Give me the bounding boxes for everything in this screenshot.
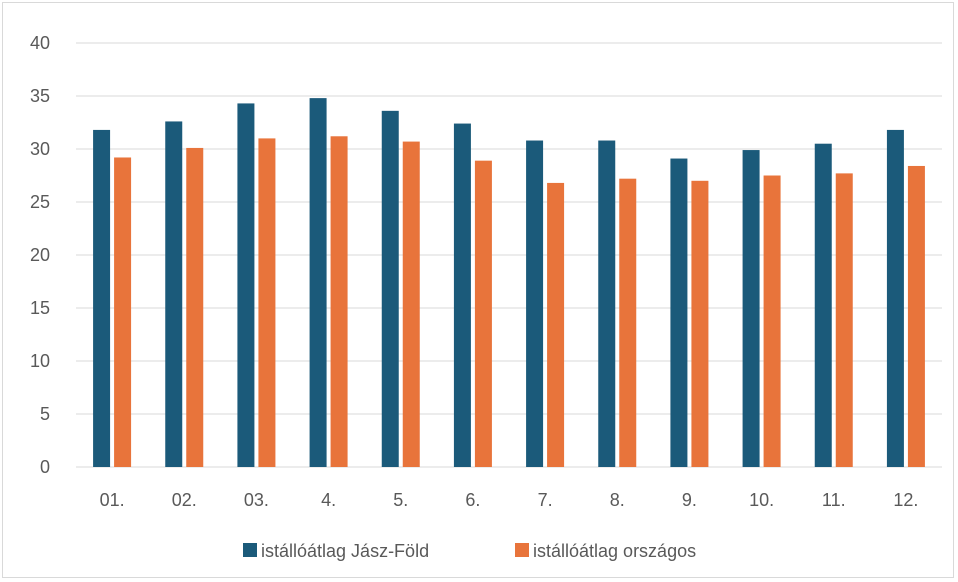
x-tick-label: 10.: [749, 490, 774, 510]
legend-swatch: [515, 543, 529, 557]
bar-orszagos: [258, 138, 276, 467]
legend-label: istállóátlag országos: [533, 541, 696, 561]
legend: istállóátlag Jász-Föld istállóátlag orszá…: [243, 541, 696, 561]
bar-orszagos: [330, 136, 348, 467]
y-tick-label: 10: [30, 351, 50, 371]
y-tick-label: 25: [30, 192, 50, 212]
x-axis-ticks: 01. 02. 03. 4. 5. 6. 7. 8. 9. 10. 11. 12.: [100, 490, 919, 510]
gridlines: [76, 42, 942, 468]
bars: [93, 98, 925, 468]
bar-orszagos: [619, 178, 637, 467]
bar-orszagos: [402, 141, 420, 467]
bar-jasz-fold: [670, 158, 688, 468]
bar-orszagos: [114, 157, 132, 468]
bar-jasz-fold: [742, 150, 760, 467]
x-tick-label: 4.: [321, 490, 336, 510]
bar-orszagos: [763, 175, 781, 467]
x-tick-label: 01.: [100, 490, 125, 510]
x-tick-label: 11.: [822, 490, 846, 510]
x-tick-label: 8.: [610, 490, 625, 510]
y-axis-ticks: 0 5 10 15 20 25 30 35 40: [30, 33, 50, 477]
y-tick-label: 20: [30, 245, 50, 265]
bar-orszagos: [547, 182, 565, 468]
x-tick-label: 03.: [244, 490, 269, 510]
bar-orszagos: [691, 180, 709, 468]
bar-jasz-fold: [381, 110, 399, 467]
x-tick-label: 7.: [538, 490, 553, 510]
bar-jasz-fold: [886, 129, 904, 468]
bar-jasz-fold: [309, 98, 327, 468]
x-tick-label: 6.: [465, 490, 480, 510]
bar-orszagos: [474, 160, 492, 467]
bar-jasz-fold: [598, 140, 616, 467]
y-tick-label: 5: [40, 404, 50, 424]
bar-orszagos: [186, 147, 204, 467]
y-tick-label: 40: [30, 33, 50, 53]
bar-jasz-fold: [814, 143, 832, 467]
x-tick-label: 5.: [393, 490, 408, 510]
bar-jasz-fold: [453, 123, 471, 467]
legend-label: istállóátlag Jász-Föld: [261, 541, 429, 561]
bar-orszagos: [907, 165, 925, 467]
y-tick-label: 35: [30, 86, 50, 106]
x-tick-label: 02.: [172, 490, 197, 510]
x-tick-label: 9.: [682, 490, 697, 510]
y-tick-label: 0: [40, 457, 50, 477]
legend-swatch: [243, 543, 257, 557]
bar-jasz-fold: [165, 121, 183, 467]
y-tick-label: 15: [30, 298, 50, 318]
y-tick-label: 30: [30, 139, 50, 159]
bar-jasz-fold: [93, 129, 111, 468]
x-tick-label: 12.: [893, 490, 918, 510]
bar-jasz-fold: [237, 103, 255, 468]
bar-orszagos: [835, 173, 853, 467]
bar-jasz-fold: [526, 140, 544, 467]
